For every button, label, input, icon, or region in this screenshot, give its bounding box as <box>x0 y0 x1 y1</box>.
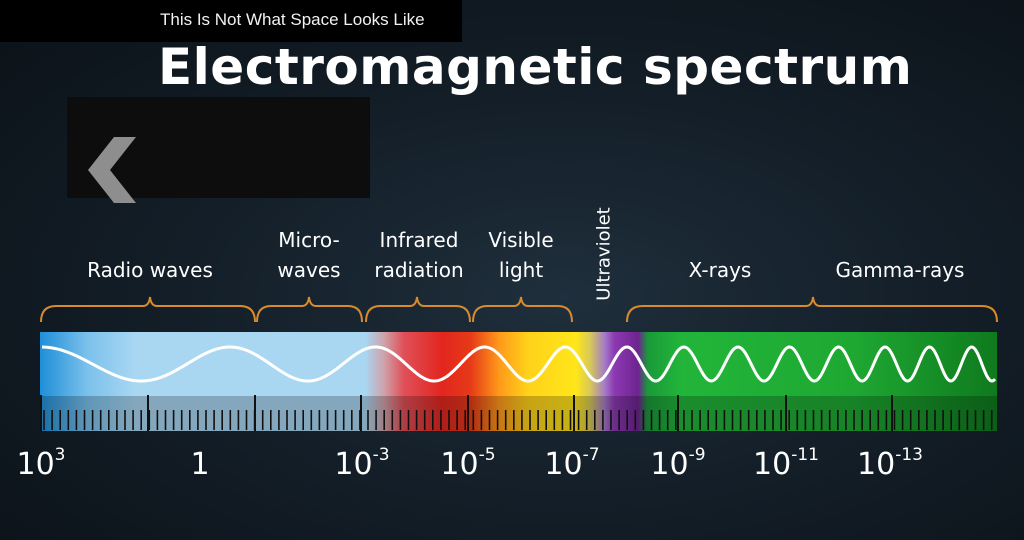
chevron-left-icon <box>88 137 136 203</box>
diagram-title: Electromagnetic spectrum <box>158 38 913 96</box>
band-label-gamma: Gamma-rays <box>835 258 965 282</box>
wavelength-label: 10-5 <box>440 445 496 482</box>
bracket-xray-gamma <box>626 296 998 323</box>
wavelength-label: 103 <box>16 445 66 482</box>
wavelength-label: 10-9 <box>650 445 706 482</box>
video-title: This Is Not What Space Looks Like <box>160 10 425 29</box>
band-label-microwaves: Micro- waves <box>277 228 341 282</box>
band-label-radio: Radio waves <box>87 258 213 282</box>
wavelength-label: 10-7 <box>544 445 600 482</box>
band-brackets <box>40 296 998 323</box>
wave-line <box>41 345 997 383</box>
bracket-microwaves <box>256 296 363 323</box>
video-title-bar: This Is Not What Space Looks Like <box>0 0 462 42</box>
wavelength-label: 1 <box>190 447 210 482</box>
band-label-ultraviolet: Ultraviolet <box>593 207 615 301</box>
back-button[interactable] <box>88 137 144 203</box>
bracket-visible <box>472 296 573 323</box>
band-label-visible: Visible light <box>488 228 554 282</box>
tick-marks <box>40 395 993 431</box>
wavelength-label: 10-3 <box>334 445 390 482</box>
bracket-radio <box>40 296 256 323</box>
wavelength-label: 10-13 <box>857 445 923 482</box>
wavelength-label: 10-11 <box>753 445 819 482</box>
band-label-infrared: Infrared radiation <box>374 228 464 282</box>
band-label-xrays: X-rays <box>688 258 752 282</box>
bracket-infrared <box>365 296 471 323</box>
